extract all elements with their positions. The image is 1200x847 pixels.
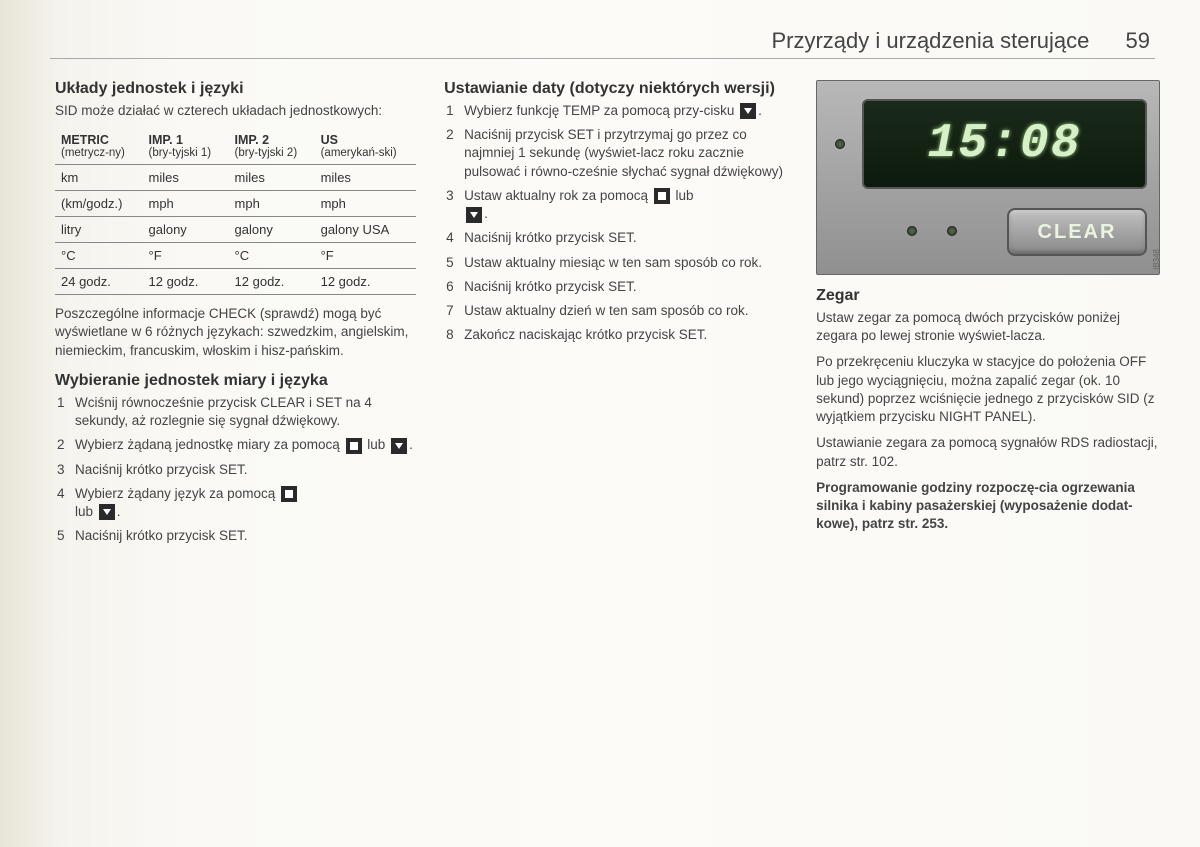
figure-id: IB348	[1152, 249, 1161, 270]
list-item: Wybierz żądaną jednostkę miary za pomocą…	[55, 436, 416, 454]
table-row: 24 godz.12 godz.12 godz.12 godz.	[55, 269, 416, 295]
clock-p3: Ustawianie zegara za pomocą sygnałów RDS…	[816, 434, 1160, 470]
clock-lcd: 15:08	[862, 99, 1147, 189]
table-row: (km/godz.)mphmphmph	[55, 191, 416, 217]
list-item: Ustaw aktualny dzień w ten sam sposób co…	[444, 302, 788, 320]
list-item: Wybierz funkcję TEMP za pomocą przy-cisk…	[444, 102, 788, 120]
select-steps-list: Wciśnij równocześnie przycisk CLEAR i SE…	[55, 394, 416, 546]
button-down-icon	[740, 103, 756, 119]
list-item: Naciśnij krótko przycisk SET.	[444, 229, 788, 247]
list-item: Naciśnij przycisk SET i przytrzymaj go p…	[444, 126, 788, 181]
header-rule	[50, 58, 1155, 59]
units-table: METRIC(metrycz-ny) IMP. 1(bry-tyjski 1) …	[55, 128, 416, 295]
button-up-icon	[654, 188, 670, 204]
check-note: Poszczególne informacje CHECK (sprawdź) …	[55, 305, 416, 360]
list-item: Naciśnij krótko przycisk SET.	[444, 278, 788, 296]
list-item: Zakończ naciskając krótko przycisk SET.	[444, 326, 788, 344]
th-imp2: IMP. 2(bry-tyjski 2)	[229, 128, 315, 165]
heading-select: Wybieranie jednostek miary i języka	[55, 372, 416, 390]
list-item: Ustaw aktualny miesiąc w ten sam sposób …	[444, 254, 788, 272]
clock-time-display: 15:08	[928, 117, 1082, 171]
button-up-icon	[346, 438, 362, 454]
clock-illustration: 15:08 CLEAR IB348	[816, 80, 1160, 275]
th-us: US(amerykań-ski)	[315, 128, 417, 165]
heading-units: Układy jednostek i języki	[55, 80, 416, 98]
th-imp1: IMP. 1(bry-tyjski 1)	[143, 128, 229, 165]
table-row: kmmilesmilesmiles	[55, 165, 416, 191]
list-item: Naciśnij krótko przycisk SET.	[55, 527, 416, 545]
clock-p2: Po przekręceniu kluczyka w stacyjce do p…	[816, 353, 1160, 426]
section-title: Przyrządy i urządzenia sterujące	[771, 28, 1089, 53]
list-item: Ustaw aktualny rok za pomocą lub .	[444, 187, 788, 223]
led-indicator-icon	[907, 226, 917, 236]
table-header-row: METRIC(metrycz-ny) IMP. 1(bry-tyjski 1) …	[55, 128, 416, 165]
page-number: 59	[1126, 28, 1150, 53]
led-indicator-icon	[947, 226, 957, 236]
table-row: °C°F°C°F	[55, 243, 416, 269]
page-header: Przyrządy i urządzenia sterujące 59	[771, 28, 1150, 54]
list-item: Wciśnij równocześnie przycisk CLEAR i SE…	[55, 394, 416, 430]
heading-date: Ustawianie daty (dotyczy niektórych wers…	[444, 80, 788, 98]
column-2: Ustawianie daty (dotyczy niektórych wers…	[444, 80, 788, 551]
clock-p1: Ustaw zegar za pomocą dwóch przycisków p…	[816, 309, 1160, 345]
list-item: Wybierz żądany język za pomocą lub .	[55, 485, 416, 521]
column-1: Układy jednostek i języki SID może dział…	[55, 80, 416, 551]
th-metric: METRIC(metrycz-ny)	[55, 128, 143, 165]
button-up-icon	[281, 486, 297, 502]
column-3: 15:08 CLEAR IB348 Zegar Ustaw zegar za p…	[816, 80, 1160, 551]
units-intro: SID może działać w czterech układach jed…	[55, 102, 416, 120]
clear-button: CLEAR	[1007, 208, 1147, 256]
button-down-icon	[391, 438, 407, 454]
clock-p4-bold: Programowanie godziny rozpoczę-cia ogrze…	[816, 479, 1160, 534]
button-down-icon	[466, 207, 482, 223]
led-indicator-icon	[835, 139, 845, 149]
table-row: litrygalonygalonygalony USA	[55, 217, 416, 243]
date-steps-list: Wybierz funkcję TEMP za pomocą przy-cisk…	[444, 102, 788, 344]
button-down-icon	[99, 504, 115, 520]
heading-clock: Zegar	[816, 287, 1160, 305]
list-item: Naciśnij krótko przycisk SET.	[55, 461, 416, 479]
